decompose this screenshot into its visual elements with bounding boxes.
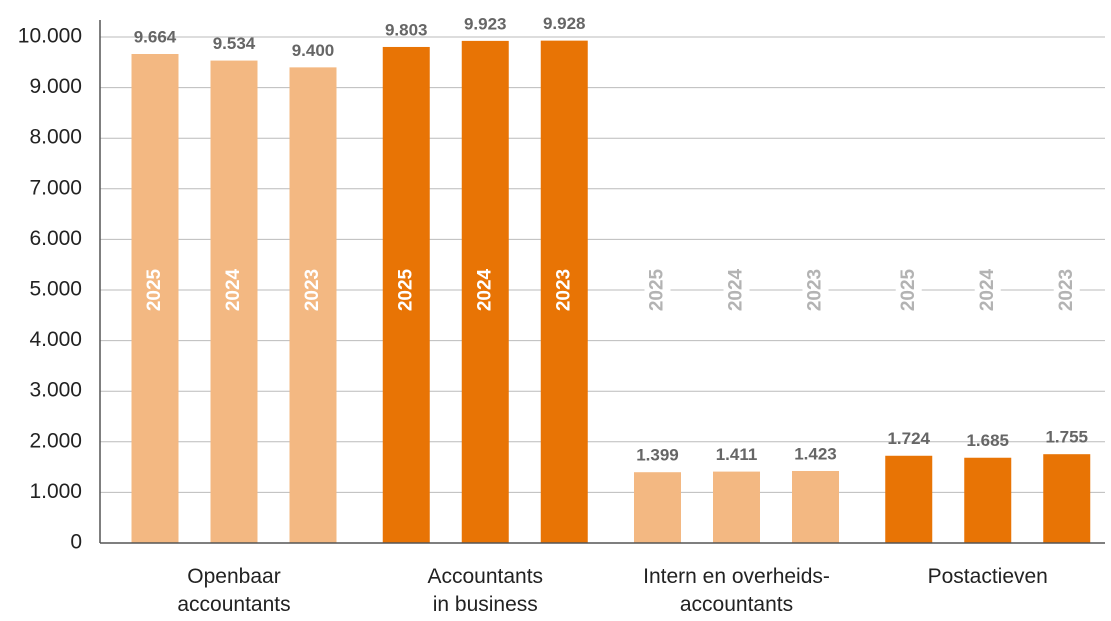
series-label: 2023 [1056,269,1077,311]
bar [540,40,588,544]
series-label: 2025 [395,268,416,311]
y-tick-label: 5.000 [29,278,82,301]
bar [792,470,839,543]
x-tick-label: Postactieven [927,565,1048,588]
bar [382,46,430,543]
y-tick-label: 10.000 [18,25,82,48]
y-tick-label: 1.000 [29,480,82,503]
series-label: 2025 [647,268,668,311]
value-label: 1.399 [636,446,679,465]
bar [461,40,509,543]
value-label: 1.423 [794,444,837,463]
x-tick-label: Openbaar accountants [177,565,291,616]
series-label: 2024 [474,268,495,311]
bar [885,455,933,543]
bar [1043,454,1091,543]
label-bg [1053,256,1080,324]
y-tick-label: 9.000 [29,75,82,98]
y-tick-label: 0 [70,531,82,554]
series-label: 2023 [553,269,574,311]
value-label: 9.534 [213,34,256,53]
y-tick-label: 7.000 [29,176,82,199]
value-label: 9.923 [464,14,507,33]
value-label: 9.400 [292,41,335,60]
label-bg [723,256,750,324]
y-tick-label: 3.000 [29,379,82,402]
bar [210,60,258,544]
series-label: 2024 [977,268,998,311]
label-bg [644,256,671,324]
series-label: 2024 [223,268,244,311]
label-bg [895,256,922,324]
series-label: 2025 [144,268,165,311]
x-tick-label: Intern en overheids- accountants [643,565,830,616]
bar [964,457,1012,543]
y-tick-label: 6.000 [29,227,82,250]
series-label: 2025 [898,268,919,311]
bar [713,471,760,543]
series-label: 2024 [726,268,747,311]
bar [131,54,179,544]
y-tick-label: 2.000 [29,429,82,452]
x-tick-label: Accountants in business [427,565,544,616]
bar [634,472,681,543]
label-bg [802,256,829,324]
y-tick-label: 8.000 [29,126,82,149]
value-label: 1.685 [966,431,1009,450]
value-label: 1.411 [716,445,758,464]
value-label: 1.755 [1045,428,1088,447]
value-label: 9.928 [543,14,586,33]
series-label: 2023 [302,269,323,311]
label-bg [974,256,1001,324]
bar [289,67,337,544]
value-label: 1.724 [887,429,930,448]
y-tick-label: 4.000 [29,328,82,351]
value-label: 9.664 [134,27,177,46]
value-label: 9.803 [385,20,428,39]
series-label: 2023 [805,269,826,311]
